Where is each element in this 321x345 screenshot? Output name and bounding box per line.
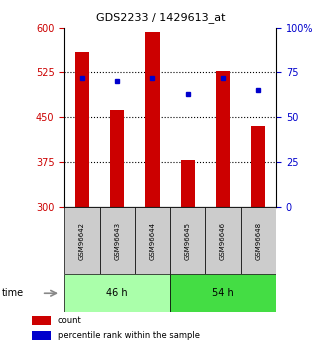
Bar [135, 207, 170, 274]
Bar [205, 207, 241, 274]
Bar [241, 207, 276, 274]
Bar [32, 331, 51, 340]
Bar [75, 51, 89, 207]
Text: GSM96646: GSM96646 [220, 221, 226, 260]
Bar [170, 207, 205, 274]
Bar [216, 71, 230, 207]
Text: 46 h: 46 h [106, 288, 128, 298]
Text: 54 h: 54 h [212, 288, 234, 298]
Bar [110, 109, 124, 207]
Bar [145, 32, 160, 207]
Text: GSM96648: GSM96648 [256, 221, 261, 260]
Text: percentile rank within the sample: percentile rank within the sample [58, 331, 200, 340]
Text: count: count [58, 316, 82, 325]
Text: GSM96644: GSM96644 [150, 221, 155, 260]
Bar [32, 316, 51, 325]
Bar [64, 207, 100, 274]
Text: GSM96642: GSM96642 [79, 221, 85, 260]
Bar [181, 160, 195, 207]
Bar [64, 274, 170, 312]
Text: GSM96643: GSM96643 [114, 221, 120, 260]
Bar [100, 207, 135, 274]
Text: GSM96645: GSM96645 [185, 221, 191, 260]
Text: time: time [2, 288, 24, 298]
Text: GDS2233 / 1429613_at: GDS2233 / 1429613_at [96, 12, 225, 23]
Bar [251, 126, 265, 207]
Bar [170, 274, 276, 312]
